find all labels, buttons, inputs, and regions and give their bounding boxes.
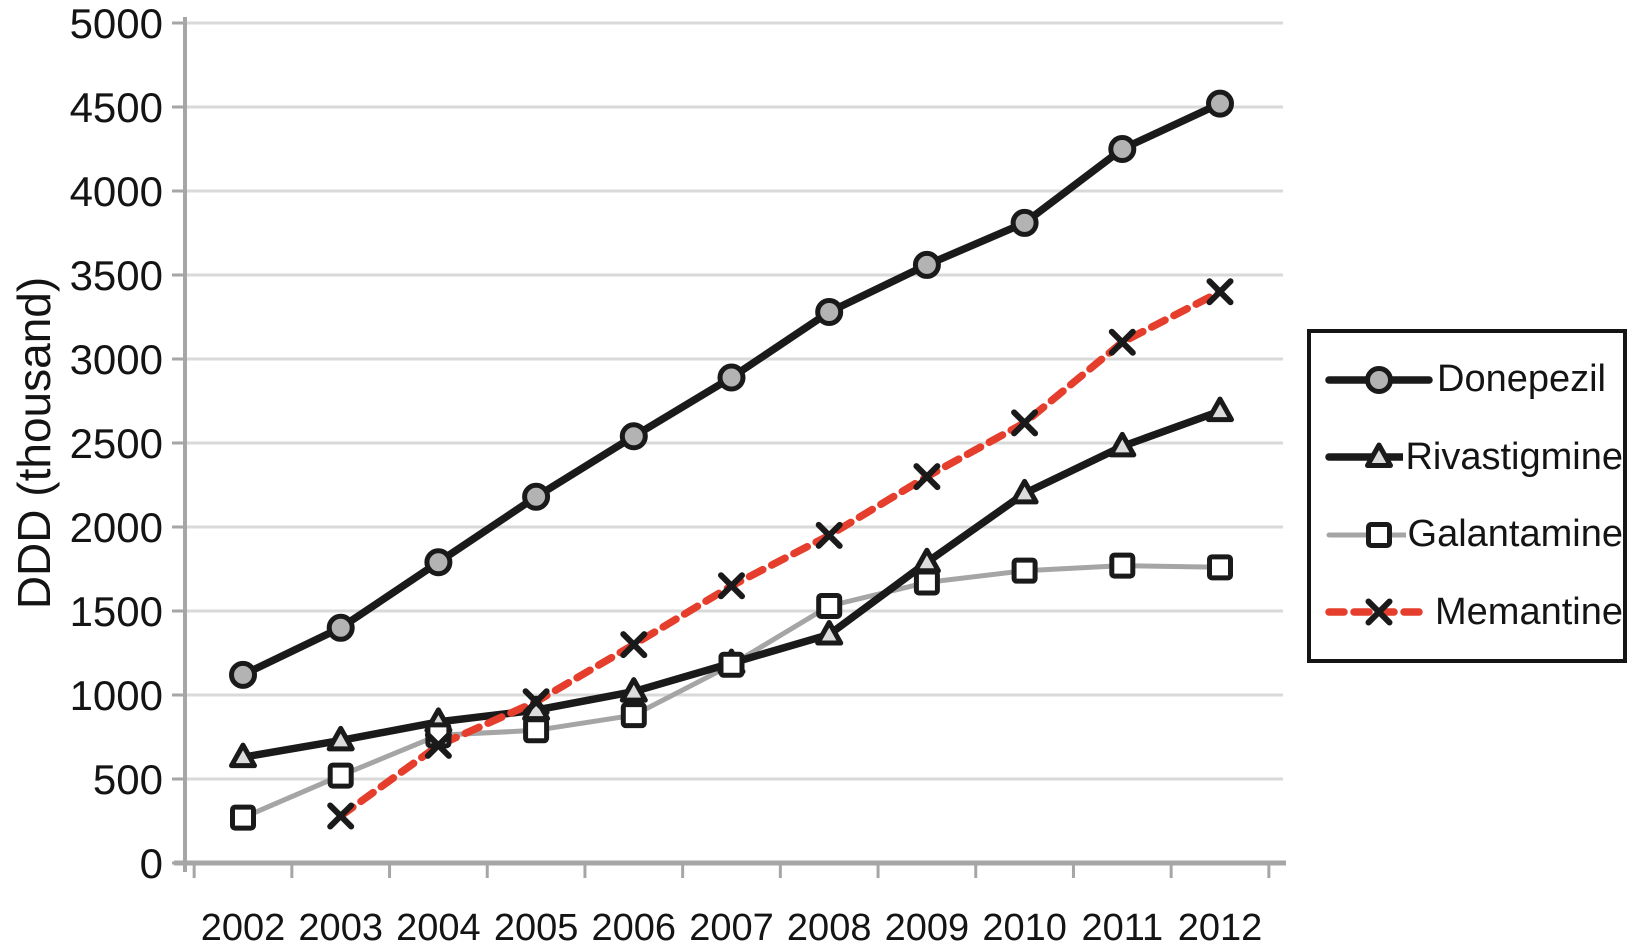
legend-sample-square — [1326, 521, 1406, 548]
marker-triangle — [326, 725, 355, 752]
legend-label: Donepezil — [1437, 358, 1606, 401]
y-axis-title: DDD (thousand) — [8, 276, 60, 610]
y-tick-label: 4500 — [70, 84, 163, 131]
marker-triangle — [815, 620, 844, 646]
y-tick-label: 500 — [93, 756, 163, 803]
marker-square — [523, 717, 550, 744]
y-tick-label: 3500 — [70, 252, 163, 299]
x-tick-label: 2006 — [592, 907, 677, 949]
marker-circle — [1206, 89, 1234, 118]
marker-circle — [912, 250, 941, 279]
marker-triangle — [1365, 442, 1393, 469]
marker-triangle — [1010, 478, 1039, 505]
y-tick-label: 0 — [140, 840, 163, 887]
marker-circle — [1108, 135, 1137, 163]
y-tick-label: 2500 — [70, 420, 163, 467]
marker-x — [913, 463, 941, 491]
x-tick-label: 2005 — [494, 907, 579, 949]
y-tick-label: 5000 — [70, 0, 163, 47]
marker-square — [913, 569, 940, 596]
marker-circle — [619, 422, 648, 451]
marker-x — [1365, 598, 1393, 626]
legend-label: Rivastigmine — [1405, 435, 1623, 478]
marker-square — [620, 702, 647, 729]
marker-square — [230, 804, 256, 831]
x-tick-label: 2002 — [201, 907, 286, 949]
x-tick-label: 2008 — [787, 907, 872, 949]
series-line-memantine — [336, 288, 1224, 820]
legend-item-rivastigmine: Rivastigmine — [1323, 436, 1623, 479]
marker-triangle — [229, 742, 257, 769]
legend-sample-circle — [1325, 365, 1433, 394]
marker-x — [1011, 409, 1039, 437]
y-tick-label: 2000 — [70, 504, 163, 551]
marker-triangle — [1108, 431, 1137, 458]
x-tick-label: 2007 — [689, 907, 774, 949]
legend-item-galantamine: Galantamine — [1323, 513, 1623, 556]
legend-sample-triangle — [1325, 442, 1404, 469]
x-tick-label: 2012 — [1178, 907, 1263, 949]
marker-x — [620, 631, 648, 659]
marker-x — [522, 688, 550, 716]
marker-triangle — [1206, 396, 1234, 423]
marker-circle — [815, 297, 844, 326]
marker-circle — [1365, 365, 1393, 394]
y-tick-label: 3000 — [70, 336, 163, 383]
y-tick-label: 4000 — [70, 168, 163, 215]
legend-item-memantine: Memantine — [1323, 591, 1623, 634]
y-tick-label: 1000 — [70, 672, 163, 719]
marker-x — [424, 731, 452, 759]
marker-circle — [1010, 208, 1039, 237]
legend: Donepezil Rivastigmine Galantamine Memantin… — [1307, 329, 1627, 663]
marker-triangle — [619, 677, 648, 703]
x-tick-label: 2010 — [982, 907, 1067, 949]
marker-x — [718, 572, 745, 600]
marker-square — [1366, 521, 1392, 548]
marker-square — [1207, 554, 1233, 581]
marker-circle — [522, 482, 551, 511]
legend-item-donepezil: Donepezil — [1323, 358, 1623, 401]
marker-circle — [229, 660, 257, 689]
legend-label: Memantine — [1435, 590, 1623, 633]
legend-sample-x — [1325, 598, 1433, 626]
marker-circle — [424, 548, 453, 577]
marker-x — [815, 521, 843, 549]
y-tick-label: 1500 — [70, 588, 163, 635]
marker-square — [718, 651, 745, 678]
marker-x — [1108, 328, 1136, 356]
marker-x — [1206, 278, 1234, 306]
marker-square — [816, 592, 843, 619]
x-tick-label: 2004 — [396, 907, 481, 949]
marker-square — [1109, 552, 1136, 579]
marker-circle — [717, 363, 746, 392]
legend-label: Galantamine — [1407, 513, 1623, 556]
x-tick-label: 2009 — [885, 907, 970, 949]
x-tick-label: 2011 — [1081, 907, 1163, 949]
marker-square — [1011, 557, 1038, 584]
marker-square — [327, 762, 354, 789]
marker-x — [327, 802, 355, 830]
x-tick-label: 2003 — [298, 907, 383, 949]
marker-circle — [326, 613, 355, 642]
